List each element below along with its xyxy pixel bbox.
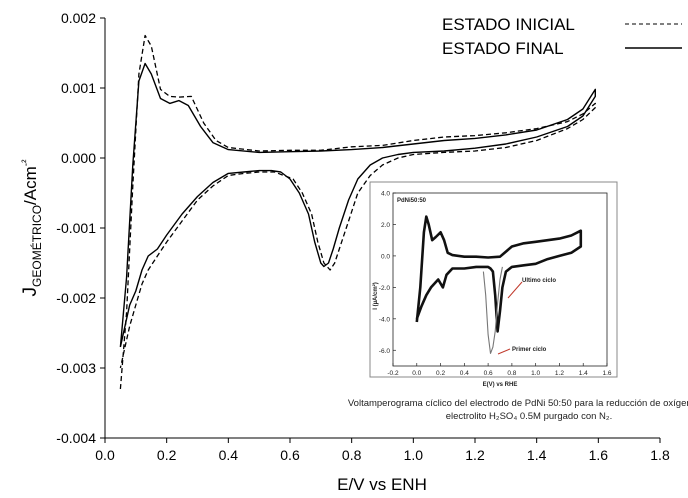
inset-arrow-first-cycle <box>497 348 511 355</box>
x-tick-label: 1.6 <box>589 447 609 463</box>
inset-series-group <box>415 215 583 354</box>
inset-x-tick-label: 1.2 <box>555 370 564 377</box>
y-tick-label: -0.004 <box>56 430 96 446</box>
x-tick-label: 1.4 <box>527 447 547 463</box>
y-tick-label: 0.000 <box>61 150 96 166</box>
inset-arrow-last-cycle <box>507 281 523 299</box>
legend-label-initial: ESTADO INICIAL <box>442 15 575 34</box>
main-series-group <box>119 34 596 390</box>
inset-y-tick-label: 2.0 <box>381 222 390 229</box>
inset-x-tick-label: 0.8 <box>507 370 516 377</box>
inset-x-tick-label: 0.0 <box>412 370 421 377</box>
inset-series-line-first <box>482 266 503 354</box>
legend-label-final: ESTADO FINAL <box>442 39 564 58</box>
inset-annotation-last-cycle: Ultimo ciclo <box>522 278 556 284</box>
y-axis-label-sup: -² <box>21 159 32 166</box>
inset-plot-frame <box>392 192 608 367</box>
inset-y-tick-label: -2.0 <box>379 285 391 292</box>
y-tick-label: 0.002 <box>61 10 96 26</box>
inset-y-tick-label: -6.0 <box>379 348 391 355</box>
y-axis-label-sub: GEOMÉTRICO <box>29 205 44 287</box>
inset-x-tick-label: 0.6 <box>484 370 493 377</box>
y-axis-ticks: 0.002 0.001 0.000 -0.001 -0.002 -0.003 -0.004 <box>56 10 105 446</box>
inset-x-tick-label: 1.0 <box>531 370 540 377</box>
inset-caption-line-2: electrolito H₂SO₄ 0.5M purgado con N₂. <box>446 411 613 422</box>
y-axis-label: JGEOMÉTRICO/Acm-² <box>20 159 44 297</box>
y-tick-label: -0.003 <box>56 360 96 376</box>
legend: ESTADO INICIAL ESTADO FINAL <box>442 15 682 58</box>
inset-y-tick-label: 0.0 <box>381 253 390 260</box>
inset-annotation-first-cycle: Primer ciclo <box>512 347 547 353</box>
inset-x-tick-label: 0.4 <box>460 370 469 377</box>
y-tick-label: -0.002 <box>56 290 96 306</box>
inset-x-axis-ticks: -0.2 0.0 0.2 0.4 0.6 0.8 1.0 1.2 1.4 1.6 <box>387 363 612 377</box>
x-axis-ticks: 0.0 0.2 0.4 0.6 0.8 1.0 1.2 1.4 1.6 1.8 <box>95 438 670 463</box>
inset-x-tick-label: 0.2 <box>436 370 445 377</box>
series-line-initial <box>119 34 596 390</box>
y-tick-label: -0.001 <box>56 220 96 236</box>
x-tick-label: 1.2 <box>465 447 485 463</box>
x-tick-label: 1.8 <box>650 447 670 463</box>
y-axis-label-main: J <box>20 287 41 297</box>
inset-y-tick-label: 4.0 <box>381 191 390 198</box>
inset-caption-line-1: Voltamperograma cíclico del electrodo de… <box>348 398 688 409</box>
x-tick-label: 0.6 <box>280 447 300 463</box>
y-axis-label-rest: /Acm <box>21 166 40 205</box>
x-tick-label: 0.8 <box>342 447 362 463</box>
inset-y-axis-label: I (µA/cm²) <box>372 282 379 309</box>
inset-x-tick-label: 1.4 <box>579 370 588 377</box>
inset-y-axis-ticks: 4.0 2.0 0.0 -2.0 -4.0 -6.0 <box>379 191 396 355</box>
x-tick-label: 0.2 <box>157 447 177 463</box>
x-tick-label: 0.4 <box>219 447 239 463</box>
series-line-final <box>119 62 596 348</box>
inset-panel-label: PdNi50:50 <box>397 198 427 204</box>
y-tick-label: 0.001 <box>61 80 96 96</box>
inset-x-tick-label: -0.2 <box>387 370 399 377</box>
x-tick-label: 1.0 <box>404 447 424 463</box>
inset-x-tick-label: 1.6 <box>602 370 611 377</box>
inset-x-axis-label: E(V) vs RHE <box>483 382 518 388</box>
inset-series-line-cycles <box>415 215 583 333</box>
x-axis-label: E/V vs ENH <box>337 475 427 494</box>
inset-y-tick-label: -4.0 <box>379 316 391 323</box>
inset-figure: -0.2 0.0 0.2 0.4 0.6 0.8 1.0 1.2 1.4 1.6 4.0 2.0 0.… <box>348 181 688 422</box>
x-tick-label: 0.0 <box>95 447 115 463</box>
